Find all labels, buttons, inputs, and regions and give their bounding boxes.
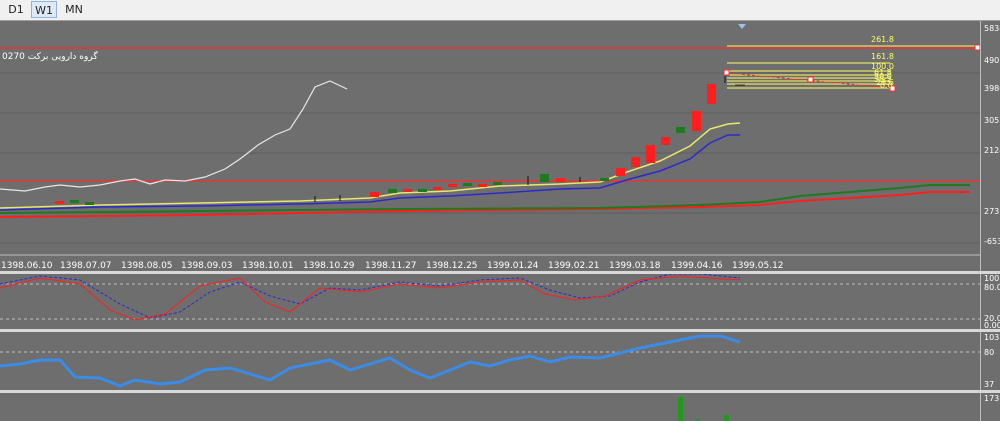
stochastic-panel[interactable] — [0, 274, 980, 329]
price-axis-label: 3980 — [984, 84, 1000, 93]
volume-svg — [678, 397, 729, 421]
volume-panel[interactable] — [0, 393, 980, 421]
fast-moving-average-line — [0, 122, 741, 209]
price-panel[interactable]: 0270 گروه دارویی برکت 261.8 161.8 100.0 … — [0, 21, 980, 271]
fib-label-100: 100.0 — [871, 62, 894, 71]
volume-bar — [695, 419, 700, 421]
timeframe-w1-button[interactable]: W1 — [31, 1, 57, 18]
volume-axis-label: 173 — [984, 394, 1000, 403]
fib-label-50: 50.0 — [874, 72, 892, 81]
level-handle[interactable] — [974, 44, 980, 51]
timeframe-toolbar: D1 W1 MN — [0, 0, 1000, 21]
fib-label-161: 161.8 — [871, 52, 894, 61]
price-axis-label: 273 — [984, 207, 1000, 216]
date-label: 1398.08.05 — [121, 261, 173, 271]
chart-shift-marker-icon[interactable] — [738, 24, 746, 29]
stoch-axis-label: 100 — [984, 274, 1000, 283]
date-label: 1398.10.29 — [303, 261, 355, 271]
rsi-axis-label: 103 — [984, 333, 1000, 342]
volume-bar — [678, 397, 683, 421]
white-indicator-line — [0, 80, 348, 192]
date-label: 1399.03.18 — [609, 261, 661, 271]
price-axis-label: 3057 — [984, 116, 1000, 125]
fib-label-261: 261.8 — [871, 35, 894, 44]
stoch-axis-label: 0.00 — [984, 321, 1000, 330]
stoch-signal-line — [0, 274, 741, 319]
date-label: 1398.06.10 — [1, 261, 53, 271]
date-label: 1398.10.01 — [242, 261, 294, 271]
panel-separator[interactable] — [0, 329, 1000, 332]
rsi-svg — [0, 334, 980, 388]
date-label: 1398.12.25 — [426, 261, 478, 271]
date-label: 1399.04.16 — [671, 261, 723, 271]
date-label: 1398.07.07 — [60, 261, 112, 271]
panel-separator[interactable] — [0, 390, 1000, 393]
fibonacci-levels[interactable] — [727, 45, 980, 89]
price-axis-label: -653 — [984, 237, 1000, 246]
volume-axis[interactable]: 173 — [980, 393, 1000, 421]
stoch-main-line — [0, 275, 741, 321]
price-chart-svg — [0, 44, 980, 256]
timeframe-mn-button[interactable]: MN — [65, 3, 83, 16]
chart-title: 0270 گروه دارویی برکت — [2, 52, 98, 62]
fib-handle-start[interactable] — [723, 69, 730, 76]
slow-moving-average-line — [0, 134, 740, 211]
fib-label-0: 0.0 — [880, 81, 893, 90]
date-label: 1398.09.03 — [181, 261, 233, 271]
price-axis-label: 4901 — [984, 56, 1000, 65]
fib-anchor-line[interactable] — [726, 72, 894, 89]
price-axis-label: 2124 — [984, 146, 1000, 155]
rsi-axis-label: 80 — [984, 348, 995, 357]
fib-handle-mid[interactable] — [807, 76, 814, 83]
rsi-axis-label: 37 — [984, 380, 995, 389]
date-label: 1399.01.24 — [487, 261, 539, 271]
fib-label-61: 61.8 — [874, 68, 892, 77]
fib-handle-end[interactable] — [889, 85, 896, 92]
rsi-axis[interactable]: 103 80 37 — [980, 332, 1000, 390]
rsi-line — [0, 334, 741, 388]
candlesticks[interactable] — [55, 76, 745, 205]
panel-separator[interactable] — [0, 271, 1000, 274]
stoch-axis-label: 20.0 — [984, 314, 1000, 323]
long-term-green-line — [0, 184, 970, 214]
fib-label-38: 38.2 — [874, 75, 892, 84]
date-label: 1399.05.12 — [732, 261, 784, 271]
stochastic-axis[interactable]: 100 80.0 20.0 0.00 — [980, 274, 1000, 330]
stoch-axis-label: 80.0 — [984, 283, 1000, 292]
timeframe-d1-button[interactable]: D1 — [8, 3, 24, 16]
stochastic-svg — [0, 274, 980, 321]
date-label: 1398.11.27 — [365, 261, 417, 271]
rsi-panel[interactable] — [0, 332, 980, 390]
fib-label-23: 23.6 — [876, 78, 894, 87]
date-label: 1399.02.21 — [548, 261, 600, 271]
long-term-red-line — [0, 191, 970, 218]
volume-bar — [724, 415, 729, 421]
